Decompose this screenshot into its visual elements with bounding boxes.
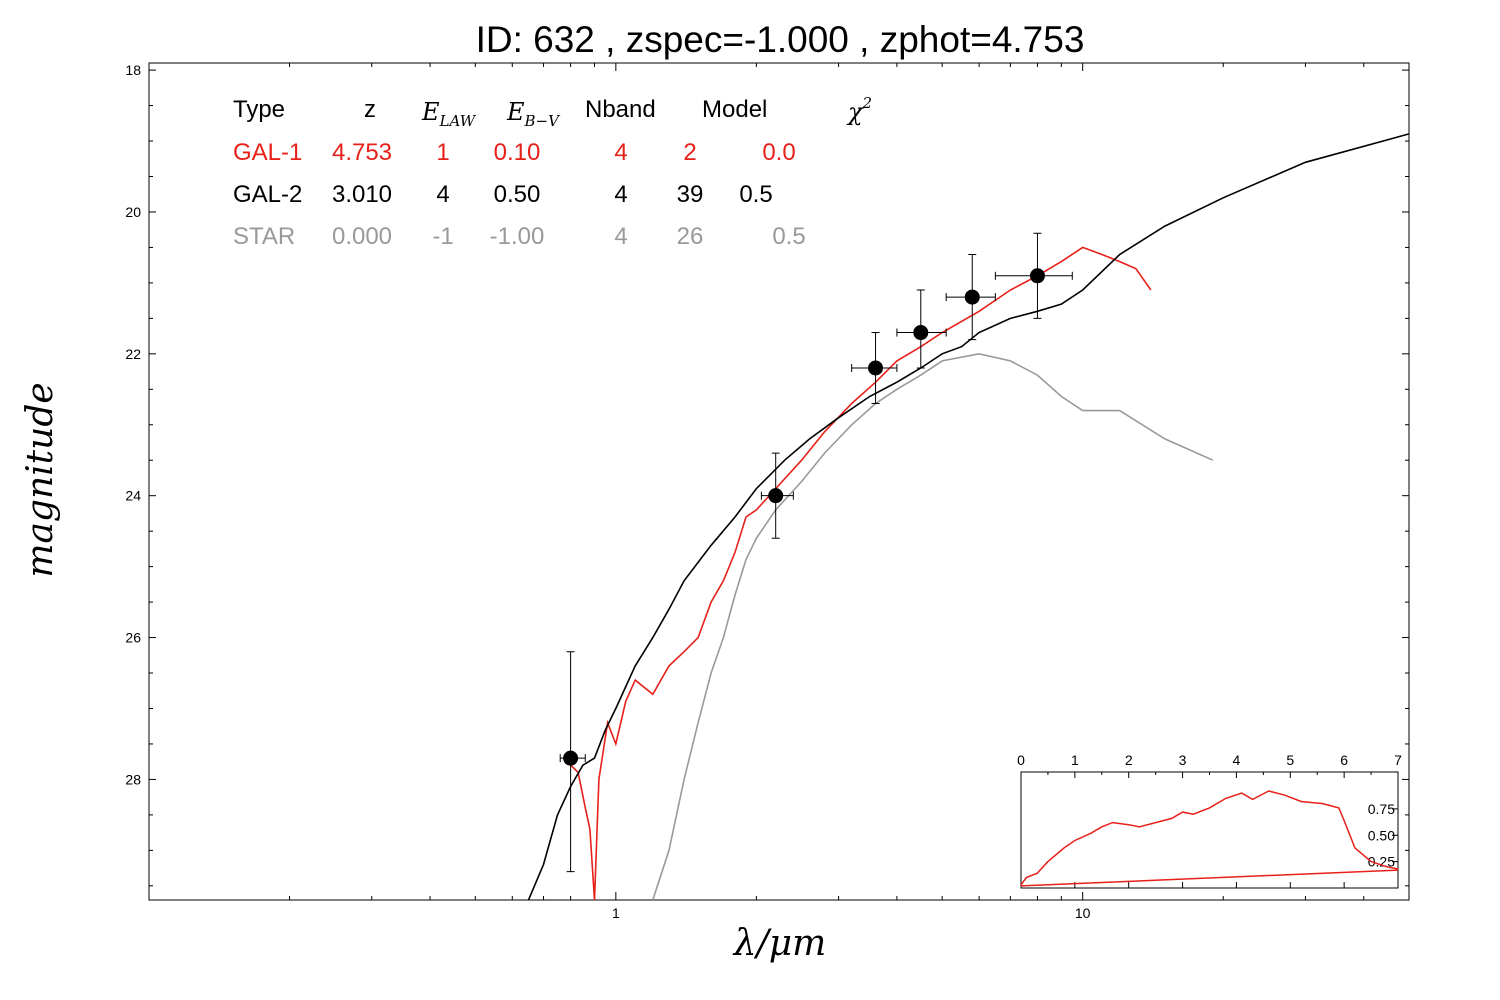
x-tick-label: 10 (1075, 905, 1091, 921)
y-tick-label: 18 (125, 62, 141, 78)
photometry-group (559, 232, 1073, 873)
legend-header-z: z (364, 96, 376, 123)
photometry-point (994, 232, 1073, 319)
photometry-point (896, 289, 947, 369)
legend-header-nband: Nband (585, 96, 656, 123)
photometry-marker (913, 325, 929, 341)
x-tick-label: 1 (612, 905, 620, 921)
legend-header-model: Model (702, 96, 767, 123)
photometry-point (760, 452, 794, 539)
inset-cumulative-line (1020, 869, 1399, 887)
y-axis-label: magnitude (20, 382, 61, 577)
legend-cell-type: GAL-2 (233, 181, 302, 208)
inset-x-tick-label: 2 (1125, 752, 1133, 768)
inset-x-tick-label: 1 (1071, 752, 1079, 768)
photometry-point (559, 651, 586, 873)
inset-series-group (1020, 790, 1399, 887)
legend-header-ebv: EB−V (506, 98, 561, 130)
inset-x-tick-label: 7 (1394, 752, 1402, 768)
legend-cell-ebv: -1.00 (490, 223, 545, 250)
legend-cell-model: 26 (677, 223, 704, 250)
inset-pdz-line (1020, 790, 1399, 886)
legend-header-type: Type (233, 96, 285, 123)
legend-cell-type: STAR (233, 223, 295, 250)
photometry-marker (1029, 268, 1045, 284)
legend-cell-model: 39 (677, 181, 704, 208)
y-tick-label: 24 (125, 488, 141, 504)
inset-x-tick-label: 3 (1179, 752, 1187, 768)
plot-frame (148, 62, 1410, 901)
photometry-marker (964, 289, 980, 305)
legend-header-chi2: χ2 (846, 94, 872, 126)
sed-star-line (652, 352, 1214, 901)
photometry-point (851, 332, 898, 404)
photometry-marker (768, 488, 784, 504)
legend-cell-ebv: 0.10 (494, 139, 541, 166)
legend-cell-type: GAL-1 (233, 139, 302, 166)
legend-header-elaw: ELAW (421, 98, 477, 130)
y-tick-label: 26 (125, 630, 141, 646)
legend-cell-z: 0.000 (332, 223, 392, 250)
photometry-marker (563, 750, 579, 766)
legend-cell-model: 2 (683, 139, 696, 166)
legend-cell-chi2: 0.5 (739, 181, 772, 208)
legend-cell-elaw: -1 (432, 223, 453, 250)
legend-cell-nband: 4 (614, 223, 627, 250)
photometry-marker (868, 360, 884, 376)
legend-cell-z: 3.010 (332, 181, 392, 208)
y-tick-label: 20 (125, 204, 141, 220)
chart-title: ID: 632 , zspec=-1.000 , zphot=4.753 (476, 19, 1085, 60)
inset-axes: 0 1 2 3 4 5 6 7 0.25 0.50 0.75 (1017, 752, 1402, 888)
photometry-point (945, 254, 996, 341)
x-axis-label: λ/μm (732, 923, 826, 964)
sed-gal2-line (527, 133, 1410, 901)
inset-y-tick-label: 0.75 (1368, 801, 1395, 817)
legend-cell-z: 4.753 (332, 139, 392, 166)
inset-y-tick-label: 0.25 (1368, 854, 1395, 870)
inset-x-tick-label: 4 (1233, 752, 1241, 768)
legend-cell-chi2: 0.5 (772, 223, 805, 250)
inset-x-tick-label: 0 (1017, 752, 1025, 768)
y-tick-label: 22 (125, 346, 141, 362)
legend-cell-nband: 4 (614, 139, 627, 166)
legend-cell-nband: 4 (614, 181, 627, 208)
y-tick-label: 28 (125, 771, 141, 787)
inset-x-tick-label: 6 (1340, 752, 1348, 768)
legend-cell-elaw: 4 (436, 181, 449, 208)
fit-legend-table: Type z ELAW EB−V Nband Model χ2 GAL-1 4.7… (233, 94, 872, 250)
inset-x-tick-label: 5 (1286, 752, 1294, 768)
legend-cell-chi2: 0.0 (762, 139, 795, 166)
inset-y-tick-label: 0.50 (1368, 827, 1395, 843)
legend-cell-ebv: 0.50 (494, 181, 541, 208)
legend-cell-elaw: 1 (436, 139, 449, 166)
inset-frame (1020, 771, 1399, 889)
